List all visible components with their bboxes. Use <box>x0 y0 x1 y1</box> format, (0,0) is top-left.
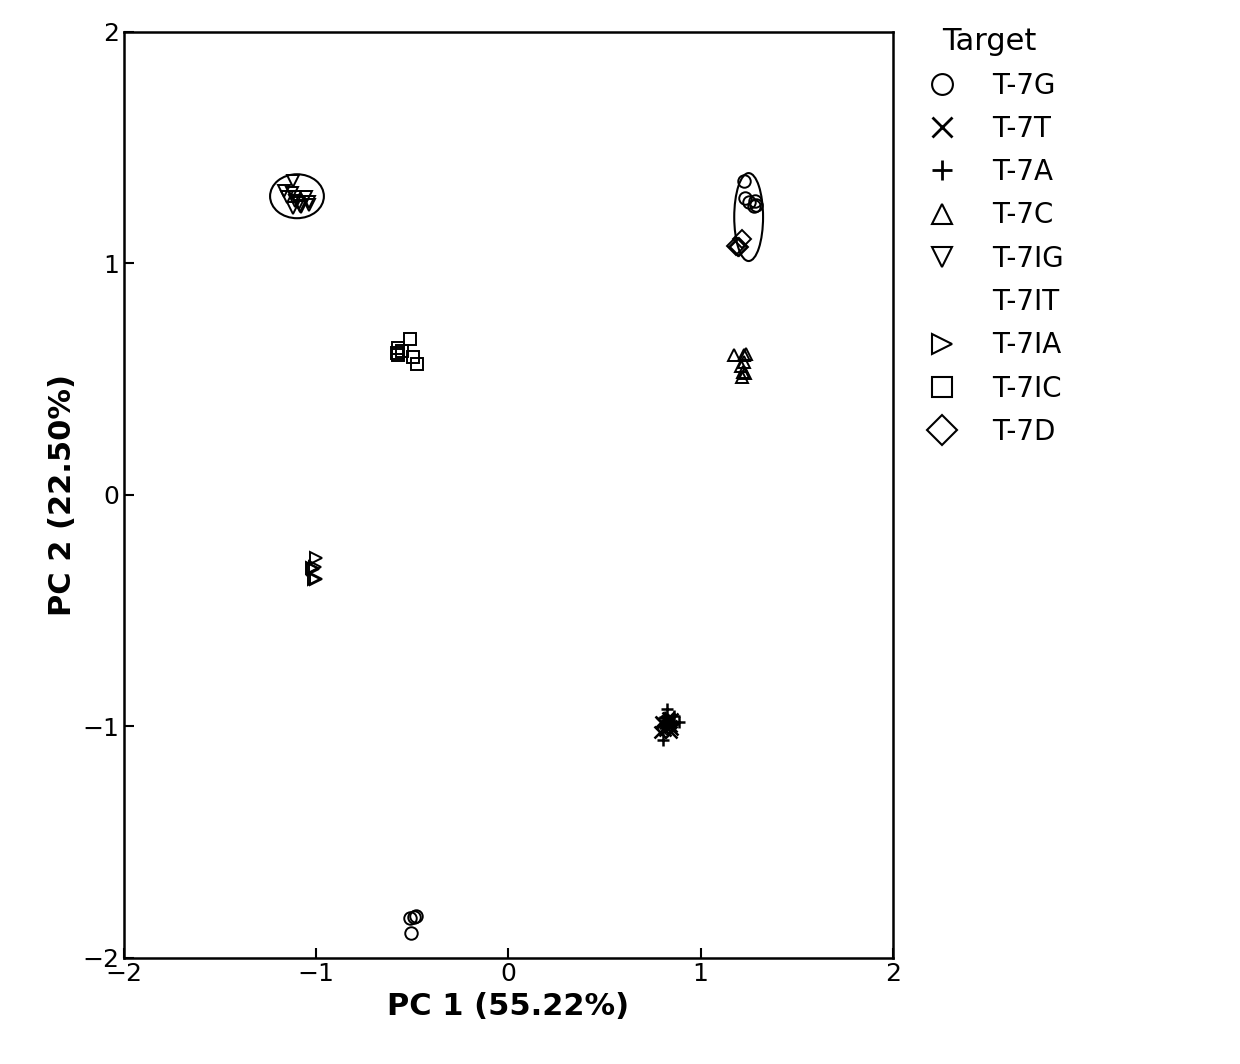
X-axis label: PC 1 (55.22%): PC 1 (55.22%) <box>387 992 630 1021</box>
Y-axis label: PC 2 (22.50%): PC 2 (22.50%) <box>47 373 77 616</box>
Legend: T-7G, T-7T, T-7A, T-7C, T-7IG, T-7IT, T-7IA, T-7IC, T-7D: T-7G, T-7T, T-7A, T-7C, T-7IG, T-7IT, T-… <box>914 28 1064 446</box>
